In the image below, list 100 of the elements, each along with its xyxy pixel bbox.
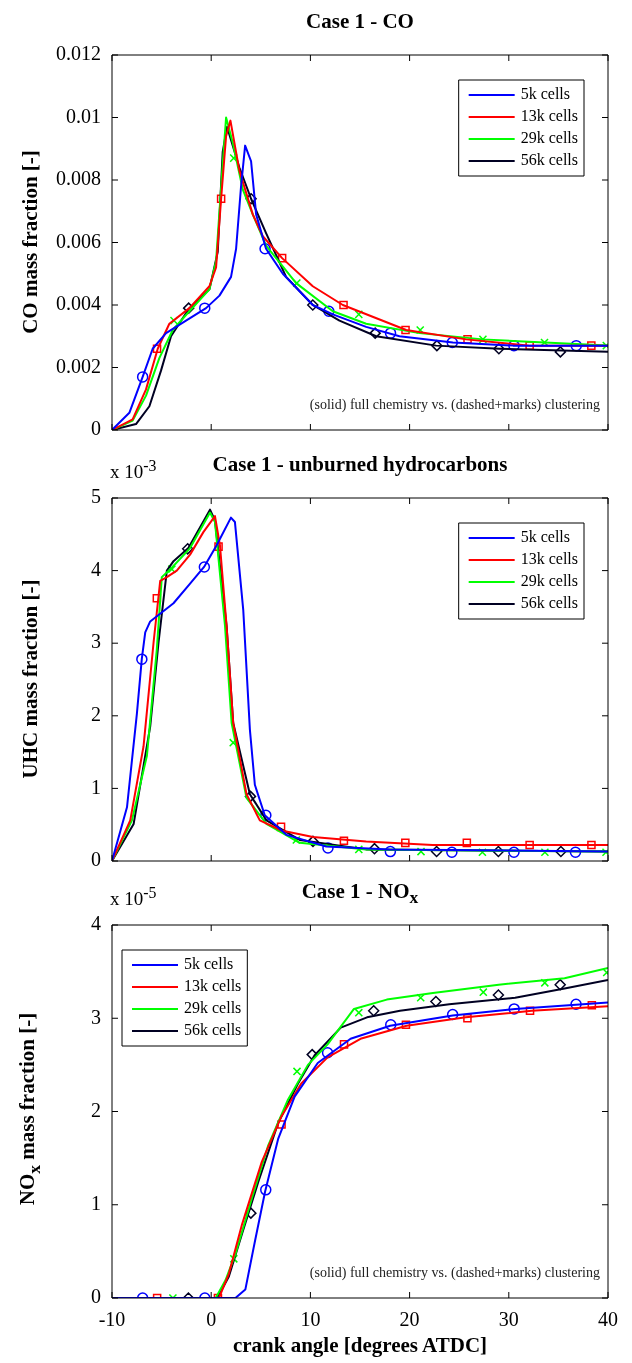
legend-label: 56k cells [520, 594, 579, 612]
point [167, 564, 177, 574]
legend-label: 5k cells [520, 528, 571, 546]
x-tick-label: 40 [598, 1308, 618, 1331]
point [277, 253, 287, 263]
point [587, 840, 596, 850]
y-tick-label: 3 [91, 630, 101, 653]
text: x 10$^{-5}$ [110, 884, 157, 911]
point [339, 836, 349, 845]
point [554, 346, 567, 358]
point [401, 838, 410, 848]
y-tick-label: 0 [91, 848, 101, 871]
x-tick-label: 20 [399, 1308, 420, 1331]
point [368, 842, 381, 855]
point [463, 335, 472, 344]
y-axis-title: CO mass fraction [-] [17, 149, 43, 334]
point [245, 193, 257, 205]
y-tick-label: 0 [91, 1285, 101, 1308]
y-tick-label: 0.006 [56, 229, 101, 252]
point [508, 339, 520, 352]
point [401, 325, 410, 335]
point [416, 847, 426, 856]
legend-label: 13k cells [520, 550, 579, 568]
point [181, 543, 194, 555]
point [354, 310, 364, 319]
point [199, 302, 211, 314]
point [462, 838, 472, 848]
point [354, 1008, 364, 1017]
point [570, 998, 582, 1011]
legend-label: 5k cells [520, 85, 571, 103]
point [430, 995, 442, 1008]
point [431, 339, 443, 352]
point [367, 1005, 380, 1017]
point [323, 305, 335, 317]
y-tick-label: 0.012 [56, 42, 101, 65]
y-tick-label: 0.002 [56, 354, 101, 377]
y-tick-label: 0.008 [56, 167, 101, 190]
point [401, 1020, 411, 1030]
point [446, 1008, 459, 1021]
point [525, 840, 534, 850]
point [260, 1184, 272, 1196]
y-tick-label: 3 [91, 1005, 101, 1028]
point [354, 845, 364, 854]
point [492, 989, 505, 1001]
point [307, 835, 319, 848]
y-tick-label: 5 [91, 485, 101, 508]
legend-label: 29k cells [520, 129, 579, 147]
point [260, 809, 272, 822]
y-axis-title: UHC mass fraction [-] [17, 579, 43, 778]
point [555, 845, 567, 858]
point [292, 1067, 302, 1076]
point [587, 341, 596, 350]
point [479, 987, 488, 997]
point [478, 335, 488, 344]
point [198, 561, 211, 573]
point [321, 1047, 334, 1059]
point [525, 1006, 535, 1016]
point [384, 327, 397, 339]
x-tick-label: 30 [498, 1308, 519, 1331]
y-tick-label: 0.004 [56, 292, 101, 315]
x-tick-label: 10 [300, 1308, 321, 1331]
point [136, 653, 148, 665]
y-tick-label: 2 [91, 703, 101, 726]
chart-title: Case 1 - unburned hydrocarbons [212, 452, 508, 476]
point [446, 846, 458, 859]
point [322, 842, 334, 854]
point [259, 243, 271, 255]
point [508, 846, 520, 859]
x-tick-label: 0 [206, 1308, 217, 1331]
point [554, 978, 566, 991]
point [384, 845, 397, 858]
y-tick-label: 4 [91, 912, 101, 935]
point [492, 845, 505, 858]
point [277, 1120, 286, 1129]
x-tick-label: -10 [98, 1308, 126, 1331]
point [415, 325, 425, 335]
point [478, 848, 487, 857]
y-tick-label: 1 [91, 775, 101, 798]
chart-title: Case 1 - CO [305, 8, 415, 34]
point [570, 339, 583, 352]
point [385, 1019, 397, 1031]
point [508, 1003, 520, 1015]
x-axis-title: crank angle [degrees ATDC] [232, 1332, 488, 1357]
point [369, 327, 381, 339]
point [152, 344, 162, 354]
annotation: (solid) full chemistry vs. (dashed+marks) clustering [309, 396, 600, 413]
legend-label: 13k cells [520, 107, 579, 125]
legend-label: 5k cells [184, 955, 234, 973]
y-tick-label: 2 [91, 1098, 101, 1121]
point [216, 194, 226, 204]
y-tick-label: 4 [91, 557, 101, 580]
point [182, 302, 195, 314]
point [339, 1040, 349, 1049]
point [463, 1013, 472, 1023]
point [540, 978, 550, 988]
point [540, 848, 550, 857]
point [446, 336, 459, 349]
text: x 10$^{-3}$ [110, 457, 157, 484]
point [307, 299, 319, 311]
legend-label: 29k cells [184, 999, 242, 1017]
